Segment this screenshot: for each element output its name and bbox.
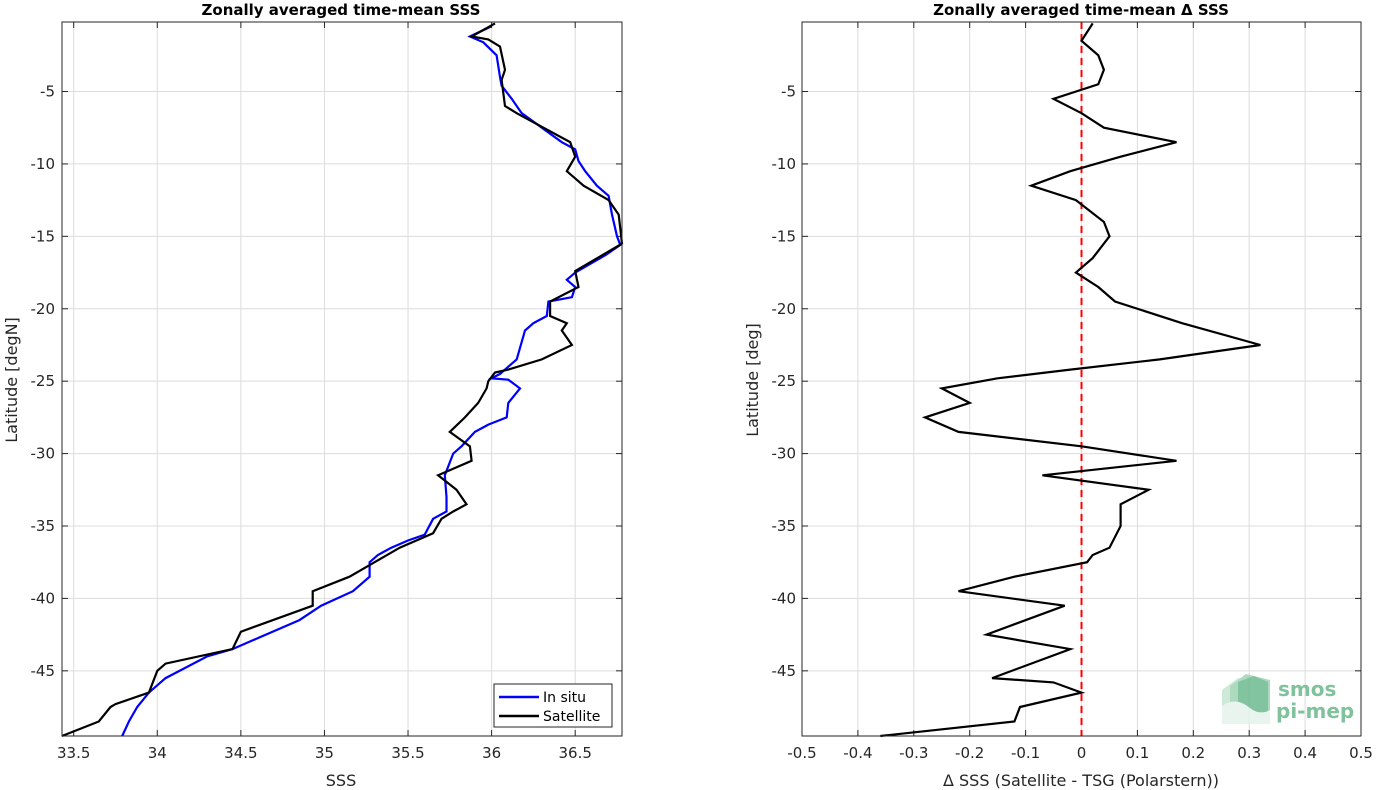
- right-plot-area: -0.5 -0.4 -0.3 -0.2 -0.1 0 0.1 0.2 0.3 0.4 0.5 -5 -1…: [772, 21, 1373, 762]
- left-x-tick-label: 34: [148, 744, 167, 762]
- left-plot-area: 33.5 34 34.5 35 35.5 36 36.5 -5 -10 -15 -20 -25 -30 -…: [31, 21, 624, 762]
- right-chart-panel: Zonally averaged time-mean Δ SSS -0.5 -0.…: [743, 1, 1373, 790]
- right-y-tick-label: -15: [772, 227, 797, 245]
- legend-label-satellite: Satellite: [543, 709, 600, 725]
- left-x-tick-label: 35.5: [391, 744, 424, 762]
- left-y-tick-label: -5: [40, 83, 55, 101]
- left-y-tick-label: -25: [31, 372, 56, 390]
- right-y-tick-label: -30: [772, 445, 797, 463]
- right-y-tick-label: -5: [781, 83, 796, 101]
- right-x-tick-label: 0.4: [1293, 744, 1317, 762]
- logo-emblem-icon: [1222, 674, 1270, 724]
- left-chart-panel: Zonally averaged time-mean SSS 33.5 34 34.…: [2, 1, 624, 790]
- right-x-tick-label: -0.5: [787, 744, 816, 762]
- right-x-tick-label: 0: [1077, 744, 1087, 762]
- left-x-tick-label: 33.5: [57, 744, 90, 762]
- left-series-line-satellite: [61, 22, 624, 738]
- right-x-tick-label: 0.5: [1349, 744, 1373, 762]
- smos-pi-mep-logo: smos pi-mep: [1222, 674, 1354, 724]
- right-x-axis-label: Δ SSS (Satellite - TSG (Polarstern)): [943, 771, 1219, 790]
- right-x-tick-label: -0.3: [899, 744, 928, 762]
- left-y-tick-label: -40: [31, 589, 56, 607]
- left-y-tick-label: -45: [31, 662, 56, 680]
- right-x-tick-label: -0.4: [843, 744, 872, 762]
- left-y-tick-label: -10: [31, 155, 56, 173]
- left-y-axis-label: Latitude [degN]: [2, 317, 21, 443]
- left-y-tick-label: -20: [31, 300, 56, 318]
- left-plot-background: [62, 22, 622, 736]
- right-y-tick-label: -35: [772, 517, 797, 535]
- right-y-tick-label: -25: [772, 372, 797, 390]
- legend-box: [493, 683, 613, 728]
- right-y-tick-label: -20: [772, 300, 797, 318]
- left-x-tick-label: 35: [315, 744, 334, 762]
- left-axes-box: [61, 21, 623, 737]
- legend: In situ Satellite: [493, 683, 613, 728]
- right-y-tick-label: -10: [772, 155, 797, 173]
- left-x-tick-label: 36: [482, 744, 501, 762]
- left-y-tick-label: -35: [31, 517, 56, 535]
- right-y-tick-label: -40: [772, 589, 797, 607]
- legend-label-in-situ: In situ: [543, 690, 586, 706]
- right-y-tick-label: -45: [772, 662, 797, 680]
- right-x-tick-label: 0.1: [1125, 744, 1149, 762]
- left-chart-title: Zonally averaged time-mean SSS: [202, 1, 481, 19]
- right-y-axis-label: Latitude [deg]: [743, 323, 762, 437]
- left-y-tick-label: -15: [31, 227, 56, 245]
- left-x-axis-label: SSS: [326, 771, 356, 790]
- logo-text-smos: smos: [1278, 677, 1336, 701]
- right-x-tick-label: 0.3: [1237, 744, 1261, 762]
- left-x-tick-label: 34.5: [224, 744, 257, 762]
- right-x-tick-label: -0.2: [955, 744, 984, 762]
- right-series-line-delta-sss: [880, 22, 1261, 738]
- right-x-tick-label: 0.2: [1181, 744, 1205, 762]
- left-y-tick-label: -30: [31, 445, 56, 463]
- right-chart-title: Zonally averaged time-mean Δ SSS: [933, 1, 1229, 19]
- right-x-tick-label: -0.1: [1011, 744, 1040, 762]
- logo-text-pi-mep: pi-mep: [1276, 699, 1354, 723]
- left-x-tick-label: 36.5: [558, 744, 591, 762]
- right-axes-box: [801, 21, 1362, 737]
